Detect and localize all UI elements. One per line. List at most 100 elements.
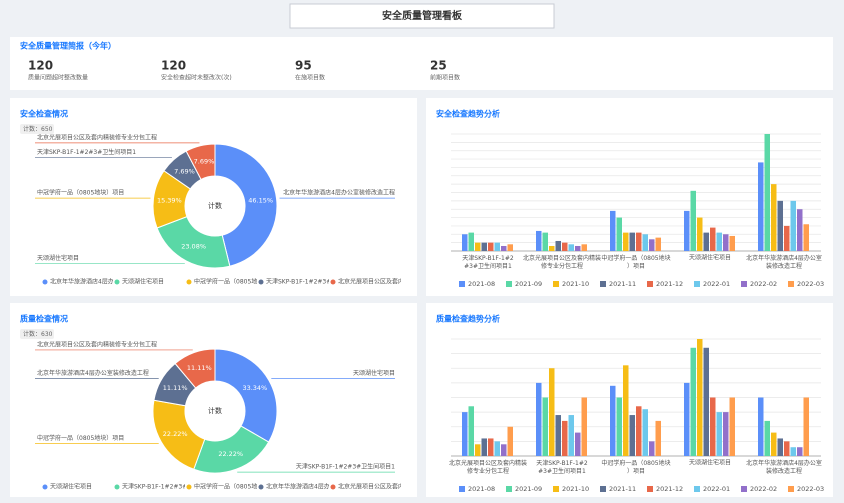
header-title: 安全质量管理看板 [382,9,463,22]
bar [655,237,661,251]
center-label: 计数 [208,406,222,415]
legend-swatch [186,279,192,285]
bar [501,245,507,251]
slice-label: 7.69% [174,168,195,176]
slice-name: 天津SKP-B1F-1#2#3#卫生间项目1 [37,148,136,156]
bar [468,406,474,456]
bar [629,415,635,456]
bar [649,239,655,251]
bar [562,242,568,251]
bar [616,217,622,251]
bar [758,397,764,456]
bar [475,242,481,251]
bar [507,426,513,456]
slice-name: 天津SKP-B1F-1#2#3#卫生间项目1 [296,463,395,471]
legend-swatch [788,281,794,287]
bar [581,397,587,456]
x-tick-label: 天颂湖住宅项目 [689,459,731,467]
bar [507,244,513,251]
x-tick-label: 中冠学府一品（0805地块）项目 [601,254,670,270]
legend-swatch [114,484,120,490]
slice-name: 中冠学府一品（0805地块）项目 [37,189,124,197]
bar [623,232,629,251]
x-tick-label: 天津SKP-B1F-1#2 #3#卫生间项目1 [536,460,588,475]
slice-name: 中冠学府一品（0805地块）项目 [37,434,124,442]
bar [655,420,661,456]
stat-label: 质量问题超时整改数量 [28,74,88,82]
legend-swatch [459,486,465,492]
slice-label: 15.39% [157,196,182,204]
legend-label: 2021-09 [515,280,542,288]
panel-title: 质量检查情况 [20,314,68,324]
slice-label: 33.34% [242,384,267,392]
slice-name: 北京光展项目公区及套内精装修专业分包工程 [37,340,157,348]
legend-label: 2022-01 [703,280,730,288]
legend-label: 2021-12 [656,280,683,288]
legend-label: 2021-08 [468,280,495,288]
bar [542,397,548,456]
legend-swatch [330,484,336,490]
bar [623,365,629,456]
bar [568,244,574,251]
legend-label: 天津SKP-B1F-1#2#3#卫生间项目1 [122,483,221,491]
legend-swatch [553,281,559,287]
legend-swatch [42,484,48,490]
bar [481,438,487,456]
stat-value: 25 [430,59,447,73]
bar [684,210,690,251]
bar [803,397,809,456]
legend-swatch [42,279,48,285]
x-tick-label: 天颂湖住宅项目 [689,254,731,262]
bar [610,210,616,251]
slice-name: 天颂湖住宅项目 [37,254,79,262]
legend-label: 天颂湖住宅项目 [50,483,92,491]
x-tick-label: 北京光展项目公区及套内精装修专业分包工程 [449,459,527,475]
pie-slice [185,143,216,181]
x-tick-label: 北京年华旅游酒店4层办公室装修改造工程 [746,254,822,270]
bar [649,441,655,456]
bar [784,225,790,251]
bar [636,232,642,251]
bar [729,397,735,456]
count-label: 计数：630 [23,330,53,338]
legend-label: 北京年华旅游酒店4层办公室装修改造工程 [266,483,378,491]
bar [501,444,507,456]
bar [729,235,735,251]
bar [771,432,777,456]
legend-label: 2022-03 [797,485,824,493]
slice-label: 11.11% [163,384,188,392]
legend-swatch [600,281,606,287]
legend-swatch [788,486,794,492]
legend-swatch [258,484,264,490]
legend-label: 2022-02 [750,485,777,493]
legend-swatch [694,486,700,492]
bar [581,244,587,251]
slice-label: 22.22% [163,430,188,438]
bar [764,420,770,456]
bar [481,242,487,251]
bar [642,409,648,456]
slice-label: 11.11% [187,364,212,372]
slice-label: 46.15% [248,196,273,204]
stat-label: 安全检查超时未整改次(次) [161,74,232,82]
legend-swatch [694,281,700,287]
bar [703,232,709,251]
legend-label: 2022-01 [703,485,730,493]
legend-swatch [459,281,465,287]
bar [555,415,561,456]
x-tick-label: 中冠学府一品（0805地块）项目 [601,459,670,475]
slice-name: 北京年华旅游酒店4层办公室装修改造工程 [283,189,395,197]
legend-swatch [506,486,512,492]
bar [723,234,729,251]
stat-value: 95 [295,59,312,73]
bar [475,444,481,456]
slice-name: 天颂湖住宅项目 [353,369,395,377]
bar [494,242,500,251]
legend-label: 2022-03 [797,280,824,288]
bar [764,134,770,251]
bar [616,397,622,456]
stat-value: 120 [28,59,53,73]
summary-panel [10,37,833,90]
legend-label: 中冠学府一品（0805地块）项目 [194,278,281,286]
